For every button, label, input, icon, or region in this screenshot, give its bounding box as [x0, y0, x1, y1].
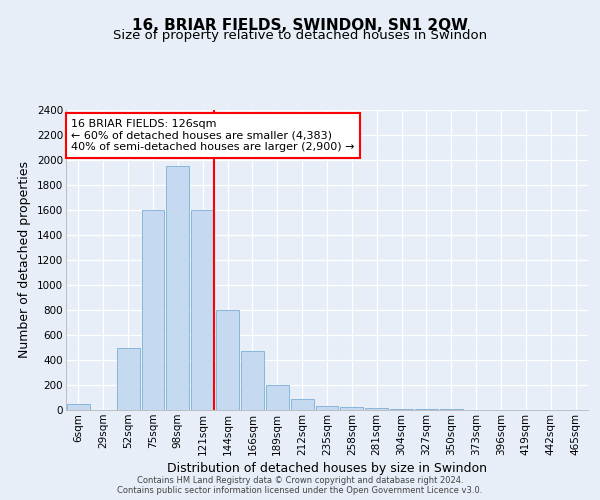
Text: Size of property relative to detached houses in Swindon: Size of property relative to detached ho… — [113, 29, 487, 42]
Bar — [216, 310, 239, 410]
Text: 16 BRIAR FIELDS: 126sqm
← 60% of detached houses are smaller (4,383)
40% of semi: 16 BRIAR FIELDS: 126sqm ← 60% of detache… — [71, 119, 355, 152]
Bar — [166, 166, 189, 410]
Bar — [117, 348, 140, 410]
Text: Contains HM Land Registry data © Crown copyright and database right 2024.: Contains HM Land Registry data © Crown c… — [137, 476, 463, 485]
Text: Contains public sector information licensed under the Open Government Licence v3: Contains public sector information licen… — [118, 486, 482, 495]
Bar — [266, 385, 289, 410]
Bar — [191, 210, 214, 410]
Text: 16, BRIAR FIELDS, SWINDON, SN1 2QW: 16, BRIAR FIELDS, SWINDON, SN1 2QW — [132, 18, 468, 32]
X-axis label: Distribution of detached houses by size in Swindon: Distribution of detached houses by size … — [167, 462, 487, 475]
Bar — [340, 407, 363, 410]
Bar — [291, 399, 314, 410]
Bar — [67, 404, 90, 410]
Bar — [241, 350, 264, 410]
Bar — [142, 210, 164, 410]
Bar — [316, 406, 338, 410]
Bar — [365, 408, 388, 410]
Y-axis label: Number of detached properties: Number of detached properties — [19, 162, 31, 358]
